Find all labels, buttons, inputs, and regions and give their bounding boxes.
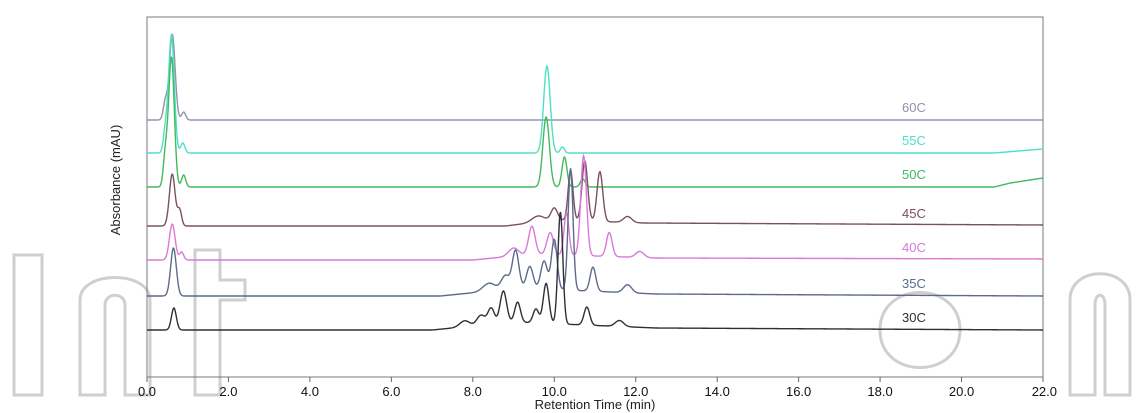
x-tick-label: 18.0 [867, 384, 892, 399]
series-label-45C: 45C [902, 206, 926, 221]
plot-frame [146, 16, 1044, 378]
x-axis-title: Retention Time (min) [535, 397, 656, 412]
x-tick-label: 6.0 [382, 384, 400, 399]
x-tick-label: 22.0 [1032, 384, 1057, 399]
series-line-30C [147, 211, 1043, 331]
series-line-55C [147, 34, 1044, 154]
x-tick-label: 20.0 [949, 384, 974, 399]
series-labels: 60C 55C 50C 45C 40C 35C 30C [902, 100, 926, 325]
x-tick-label: 4.0 [301, 384, 319, 399]
series-label-30C: 30C [902, 310, 926, 325]
series-line-60C [147, 33, 1043, 121]
x-tick-label: 12.0 [623, 384, 648, 399]
series-label-35C: 35C [902, 276, 926, 291]
series-label-40C: 40C [902, 240, 926, 255]
series-label-60C: 60C [902, 100, 926, 115]
series-label-50C: 50C [902, 167, 926, 182]
series-label-55C: 55C [902, 133, 926, 148]
series-layer [147, 33, 1044, 331]
x-axis: 0.0 2.0 4.0 6.0 8.0 10.0 12.0 14.0 16.0 18.0 20.0 2… [138, 377, 1057, 399]
x-tick-label: 10.0 [542, 384, 567, 399]
x-tick-label: 8.0 [464, 384, 482, 399]
x-tick-label: 2.0 [219, 384, 237, 399]
x-tick-label: 0.0 [138, 384, 156, 399]
x-tick-label: 14.0 [705, 384, 730, 399]
y-axis-title: Absorbance (mAU) [108, 125, 123, 236]
series-line-45C [147, 159, 1043, 227]
series-line-40C [147, 153, 1043, 261]
x-tick-label: 16.0 [786, 384, 811, 399]
series-line-35C [147, 168, 1043, 297]
series-line-50C [147, 56, 1044, 188]
